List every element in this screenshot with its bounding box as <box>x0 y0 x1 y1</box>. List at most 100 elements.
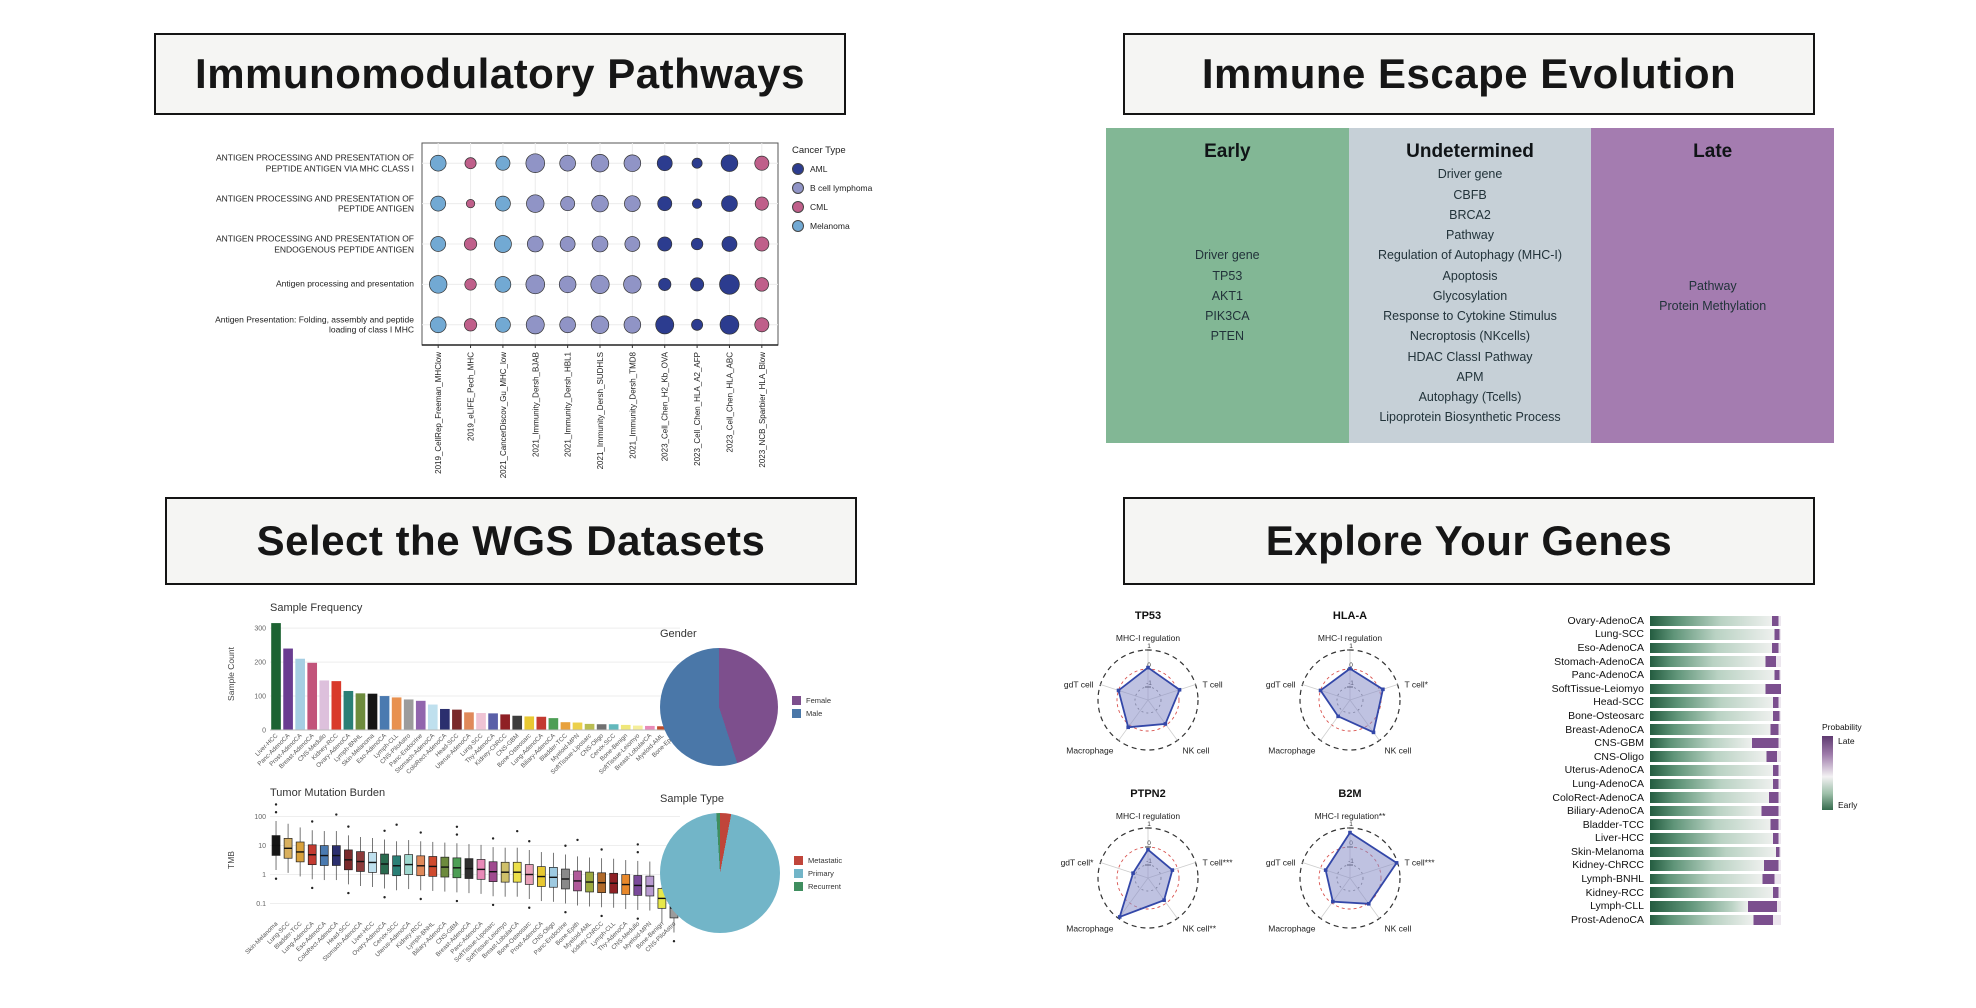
stacked-bar <box>1650 642 1781 654</box>
probability-legend-body: Late Early <box>1822 736 1862 810</box>
stacked-bar <box>1650 656 1781 667</box>
dotplot-dot <box>429 154 447 172</box>
stacked-bar-row: Lung-AdenoCA <box>1532 777 1781 791</box>
probability-legend-title: Probability <box>1822 722 1862 732</box>
stacked-bar-row: Ovary-AdenoCA <box>1532 614 1781 628</box>
stacked-bar-row: Liver-HCC <box>1532 832 1781 846</box>
escape-column-items: Pathway Protein Methylation <box>1591 163 1834 443</box>
escape-column-undetermined: Undetermined Driver gene CBFB BRCA2 Pathway R… <box>1348 128 1592 443</box>
escape-item: Lipoprotein Biosynthetic Process <box>1379 410 1561 425</box>
bar-y-tick: 300 <box>254 626 266 633</box>
radar-axis-label: NK cell <box>1385 924 1412 934</box>
boxplot-y-tick: 100 <box>254 814 266 821</box>
dotplot-dot <box>623 154 642 172</box>
dotplot-dot <box>657 236 673 252</box>
bar <box>307 662 318 730</box>
dotplot-svg: 2019_CellRep_Freeman_MHClow 2019_eLIFE_Pe… <box>421 142 779 478</box>
radar-axis-label: Macrophage <box>1268 924 1316 934</box>
late-probability-stacked-bars[interactable]: Ovary-AdenoCA Lung-SCC Eso-AdenoCA Stomach-… <box>1532 614 1781 927</box>
sample-type-pie-chart[interactable]: Sample Type Metastatic Primary Recurrent <box>660 793 910 953</box>
dotplot-dot <box>430 236 447 252</box>
boxplot-y-tick: 10 <box>258 843 266 850</box>
gender-pie-chart[interactable]: Gender Female Male <box>660 628 910 773</box>
dotplot-dot <box>754 236 770 252</box>
bar <box>632 725 643 730</box>
bar <box>608 724 619 730</box>
escape-column-header: Early <box>1204 141 1251 162</box>
stacked-bar-row: Panc-AdenoCA <box>1532 668 1781 682</box>
stacked-bar-row: Uterus-AdenoCA <box>1532 764 1781 778</box>
pie-title: Gender <box>660 628 697 640</box>
sample-frequency-chart[interactable]: Sample Frequency 0 100 200 300 Sample Count Li… <box>222 600 692 805</box>
dotplot-dot <box>495 195 511 212</box>
stacked-bar-label: Head-SCC <box>1593 696 1644 709</box>
dotplot-y-label: Antigen processing and presentation <box>276 279 414 290</box>
stacked-bar-label: CNS-Oligo <box>1593 750 1644 763</box>
radar-tick: 1 <box>1147 821 1151 828</box>
radar-axis-label: gdT cell <box>1266 858 1296 868</box>
dotplot-dot <box>429 275 448 294</box>
dotplot-y-label: ANTIGEN PROCESSING AND PRESENTATION OF P… <box>215 152 414 174</box>
stacked-bar <box>1650 901 1781 912</box>
dotplot-dot <box>590 315 610 334</box>
radar-axis-label: MHC-I regulation** <box>1315 811 1387 821</box>
escape-item: CBFB <box>1453 187 1487 202</box>
probability-legend-labels: Late Early <box>1838 736 1857 810</box>
pie-legend-label: Primary <box>808 868 834 878</box>
pie-sample_type <box>660 813 780 933</box>
dotplot-dot <box>560 196 576 212</box>
immune-escape-columns[interactable]: Early Driver gene TP53 AKT1 PIK3CA PTEN Undete… <box>1106 128 1835 443</box>
stacked-bar <box>1650 615 1781 627</box>
immunomodulatory-dotplot[interactable]: 2019_CellRep_Freeman_MHClow 2019_eLIFE_Pe… <box>200 133 900 493</box>
dotplot-dot <box>590 154 610 173</box>
dotplot-dot <box>494 276 512 293</box>
radar-axis-label: NK cell <box>1183 746 1210 756</box>
bar <box>500 714 510 730</box>
dotplot-dot <box>754 277 769 292</box>
stacked-bar <box>1650 710 1781 722</box>
dotplot-dot <box>721 236 738 252</box>
stacked-bar-label: Bone-Osteosarc <box>1568 709 1644 722</box>
bar <box>572 722 583 730</box>
dotplot-dot <box>721 195 738 212</box>
stacked-bar-label: Eso-AdenoCA <box>1577 641 1644 654</box>
stacked-bar-row: Lymph-CLL <box>1532 899 1781 913</box>
dotplot-legend-item: CML <box>792 201 872 213</box>
dotplot-x-label: 2023_Cell_Chen_HLA_A2_AFP <box>693 352 702 466</box>
dotplot-dot <box>623 275 642 294</box>
pie-legend: Female Male <box>792 692 831 722</box>
bar <box>355 693 366 730</box>
panel-button-select-wgs-datasets[interactable]: Select the WGS Datasets <box>165 497 857 585</box>
pie-legend-item: Male <box>792 709 831 718</box>
stacked-bar-row: Prost-AdenoCA <box>1532 913 1781 927</box>
dotplot-dot <box>526 194 545 213</box>
panel-button-explore-your-genes[interactable]: Explore Your Genes <box>1123 497 1815 585</box>
bar <box>488 713 498 730</box>
dotplot-dot <box>525 274 546 295</box>
stacked-bar-row: Bladder-TCC <box>1532 818 1781 832</box>
boxplot-y-axis-label: TMB <box>226 851 236 869</box>
escape-item: Driver gene <box>1195 248 1260 263</box>
stacked-bar <box>1650 629 1781 640</box>
radar-polygon <box>1324 831 1398 905</box>
panel-button-immunomodulatory-pathways[interactable]: Immunomodulatory Pathways <box>154 33 846 115</box>
dotplot-legend: Cancer Type AML B cell lymphoma CML Melanoma <box>792 145 872 239</box>
radar-axis-label: gdT cell <box>1266 680 1296 690</box>
tumor-mutation-burden-boxplot[interactable]: Tumor Mutation Burden 0.1 1 10 100 TMB Skin-Me… <box>222 786 692 1001</box>
radar-axis-label: MHC-I regulation <box>1116 633 1181 643</box>
dotplot-dot <box>558 275 577 294</box>
panel-button-immune-escape-evolution[interactable]: Immune Escape Evolution <box>1123 33 1815 115</box>
probability-late-label: Late <box>1838 736 1855 746</box>
radar-title: B2M <box>1338 788 1361 800</box>
bar <box>452 709 462 730</box>
dotplot-dot <box>464 157 477 170</box>
dotplot-dot <box>495 316 511 333</box>
radar-tick: 0 <box>1147 840 1151 847</box>
dotplot-legend-item: Melanoma <box>792 220 872 232</box>
stacked-bar-label: Uterus-AdenoCA <box>1564 764 1644 777</box>
bar <box>476 713 486 730</box>
radar-tick: 1 <box>1349 821 1353 828</box>
